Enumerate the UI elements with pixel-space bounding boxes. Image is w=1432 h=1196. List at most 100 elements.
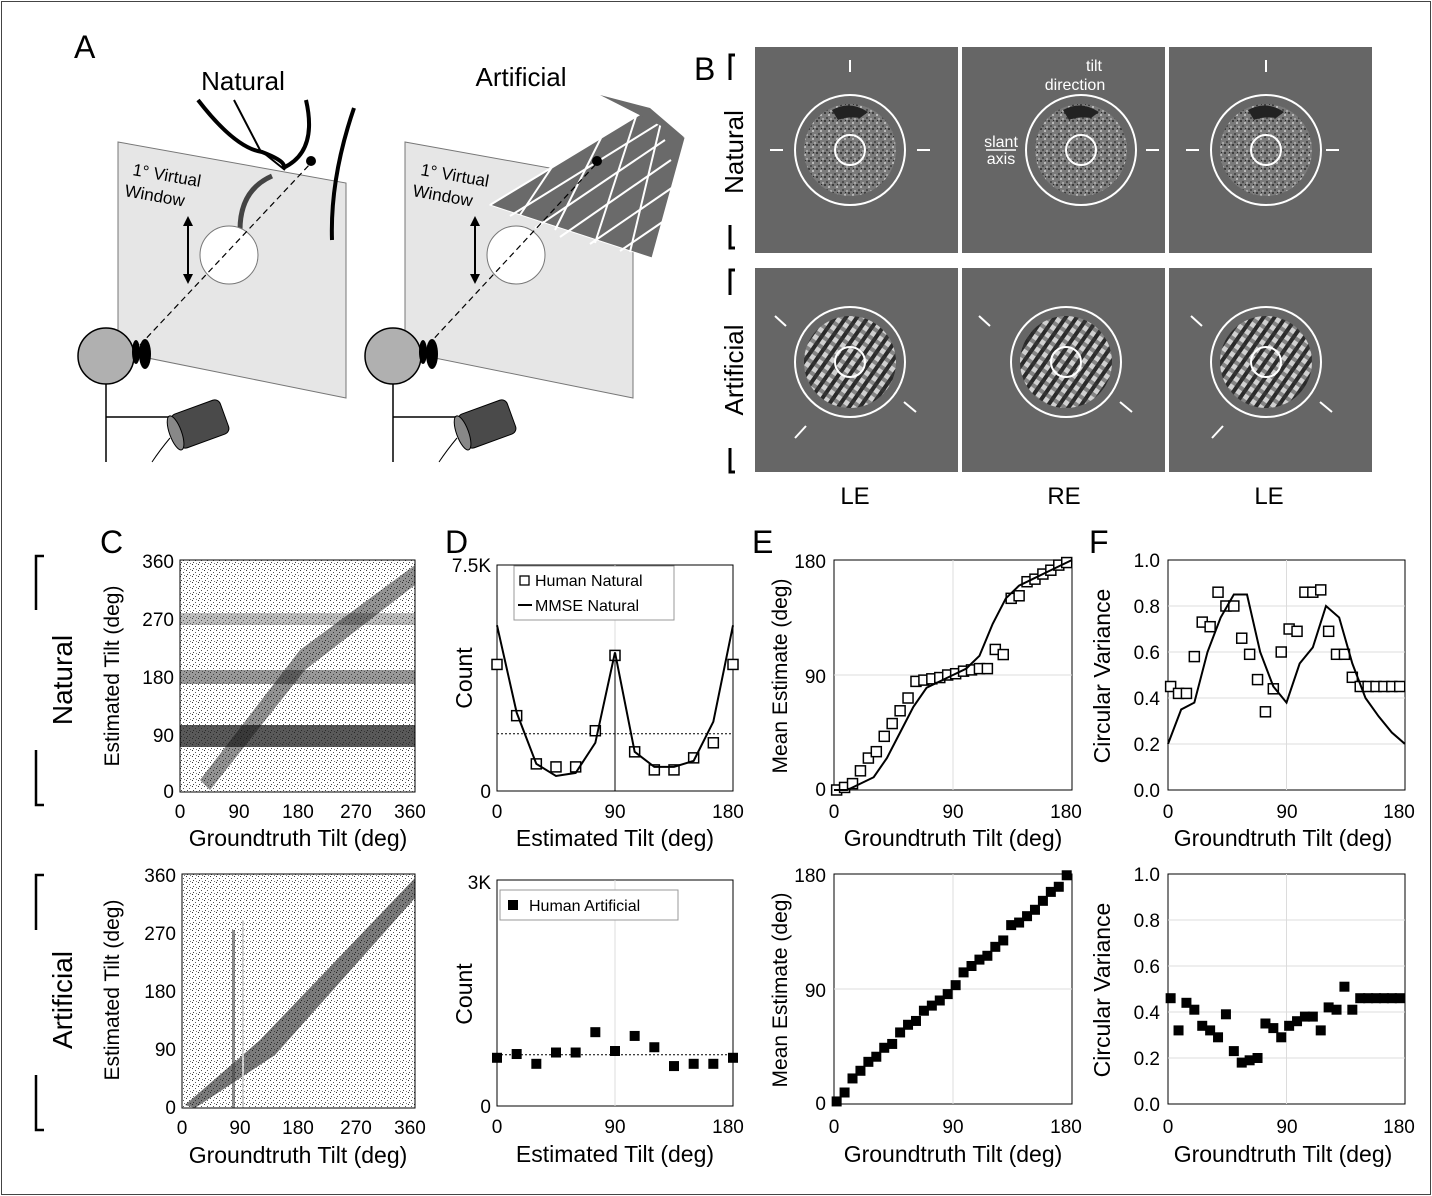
- tilt-direction-label-2: direction: [1045, 77, 1105, 94]
- c-top-xtick-90: 90: [228, 802, 249, 823]
- data-point: [727, 658, 739, 671]
- data-point: [847, 1073, 858, 1084]
- natural-object-outline: [196, 98, 311, 170]
- c-top-ytick-90: 90: [153, 726, 174, 747]
- e-bot-xtick-180: 180: [1050, 1117, 1082, 1138]
- f-bottom-ylabel: Circular Variance: [1089, 903, 1115, 1078]
- f-ytick-label: 1.0: [1134, 551, 1160, 572]
- e-bot-xtick-90: 90: [942, 1117, 963, 1138]
- data-point: [1291, 625, 1303, 638]
- data-point: [1260, 1018, 1271, 1029]
- panel-a-artificial-title: Artificial: [475, 62, 566, 92]
- panel-c: C Natural Artificial Estimated Tilt (deg…: [34, 524, 426, 1168]
- data-point: [950, 980, 961, 991]
- e-bot-ytick-180: 180: [794, 866, 826, 887]
- f-bot-xtick-180: 180: [1383, 1117, 1415, 1138]
- d-top-ylabel: Count: [451, 647, 477, 709]
- data-point: [1188, 650, 1201, 663]
- data-point: [1165, 993, 1176, 1004]
- artificial-line-of-sight: [427, 162, 598, 346]
- data-point: [668, 764, 680, 776]
- data-point: [958, 967, 969, 978]
- e-top-xlabel: Groundtruth Tilt (deg): [844, 825, 1063, 851]
- d-bot-xtick-90: 90: [604, 1117, 625, 1138]
- d-top-plot: [491, 625, 739, 791]
- data-point: [1299, 1011, 1310, 1022]
- data-point: [918, 1005, 929, 1016]
- data-point: [862, 752, 875, 764]
- stim-natural-le1: [755, 47, 958, 253]
- data-point: [551, 1047, 561, 1058]
- data-point: [1268, 1023, 1279, 1034]
- artificial-plane-grid: [488, 94, 686, 259]
- c-top-ytick-0: 0: [163, 782, 174, 803]
- data-point: [1053, 881, 1064, 892]
- data-point: [687, 752, 700, 764]
- col-label-le2: LE: [1254, 483, 1283, 510]
- f-ytick-label: 0.2: [1134, 1049, 1160, 1070]
- data-point: [728, 1052, 738, 1063]
- stim-artificial-le1: [755, 268, 958, 472]
- data-point: [1205, 1025, 1216, 1036]
- f-ytick-label: 0.0: [1134, 1095, 1160, 1116]
- natural-line-of-sight: [139, 162, 312, 346]
- stim-artificial-le2: [1169, 268, 1372, 472]
- data-point: [708, 1058, 719, 1069]
- data-point: [1212, 586, 1224, 598]
- data-point: [1363, 993, 1374, 1004]
- panel-c-ylabel-bottom: Estimated Tilt (deg): [101, 900, 124, 1081]
- d-bottom-ytick-0: 0: [480, 1097, 491, 1118]
- e-bottom-xlabel: Groundtruth Tilt (deg): [844, 1141, 1063, 1167]
- data-point: [870, 745, 883, 758]
- natural-scene-illustration: 1° Virtual Window: [77, 98, 356, 463]
- data-point: [1355, 993, 1366, 1004]
- data-point: [1243, 648, 1256, 661]
- e-top-ytick-180: 180: [794, 552, 826, 573]
- data-point: [981, 662, 994, 675]
- d-bottom-ylabel: Count: [451, 963, 477, 1025]
- data-point: [1013, 590, 1025, 602]
- data-point: [879, 1042, 890, 1053]
- data-point: [982, 950, 993, 961]
- d-top-xlabel: Estimated Tilt (deg): [516, 825, 714, 851]
- data-point: [1006, 920, 1017, 931]
- d-bottom-xlabel: Estimated Tilt (deg): [516, 1141, 714, 1167]
- d-bot-xtick-0: 0: [492, 1117, 503, 1138]
- c-bot-xtick-90: 90: [229, 1118, 250, 1139]
- data-point: [997, 648, 1009, 661]
- data-point: [669, 1061, 679, 1072]
- data-point: [1323, 1002, 1334, 1013]
- panel-b-letter: B: [694, 51, 715, 87]
- data-point: [1339, 981, 1350, 992]
- data-point: [511, 1049, 522, 1060]
- data-point: [895, 1027, 906, 1038]
- data-point: [1244, 1055, 1255, 1066]
- data-point: [648, 764, 661, 776]
- panel-c-xlabel-top: Groundtruth Tilt (deg): [189, 825, 408, 851]
- panel-e: E 180 90 0 Mean Estimate (deg) 0 90 180 …: [752, 524, 1082, 1167]
- f-top-xtick-180: 180: [1383, 802, 1415, 823]
- c-top-xtick-180: 180: [282, 802, 314, 823]
- natural-fixation-point: [306, 156, 316, 166]
- data-point: [1181, 997, 1192, 1008]
- data-point: [550, 761, 562, 773]
- artificial-observer-head: [364, 327, 422, 385]
- data-point: [570, 1047, 581, 1058]
- data-point: [831, 1096, 842, 1107]
- data-point: [1314, 584, 1327, 596]
- data-point: [1197, 1020, 1208, 1031]
- stim-natural-le2: [1169, 47, 1372, 253]
- f-ytick-label: 0.6: [1134, 957, 1160, 978]
- data-point: [839, 1087, 850, 1098]
- e-top-ylabel: Mean Estimate (deg): [769, 579, 792, 774]
- data-point: [1037, 895, 1048, 906]
- f-ytick-label: 1.0: [1134, 865, 1160, 886]
- data-point: [1164, 680, 1177, 693]
- c-bot-ytick-180: 180: [144, 982, 176, 1003]
- e-bottom-ylabel: Mean Estimate (deg): [769, 893, 792, 1088]
- data-point: [1029, 904, 1040, 915]
- heatmap-artificial: [181, 873, 416, 1109]
- f-ytick-label: 0.6: [1134, 643, 1160, 664]
- natural-mouse-icon: [166, 399, 230, 451]
